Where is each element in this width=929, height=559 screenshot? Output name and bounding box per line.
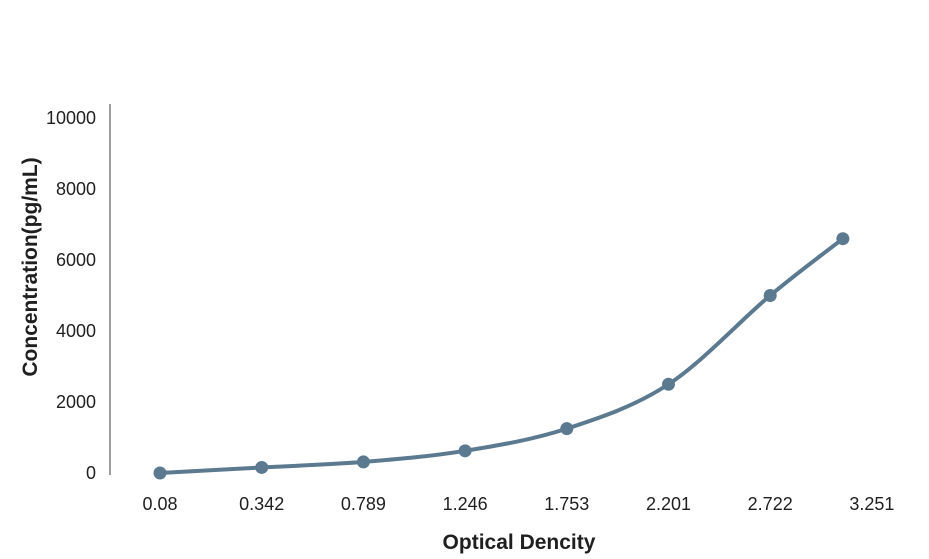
x-tick-label: 0.342 [239,494,284,514]
x-tick-label: 2.722 [748,494,793,514]
y-tick-labels: 0 2000 4000 6000 8000 10000 [46,108,96,483]
y-tick-label: 10000 [46,108,96,128]
data-point [356,455,370,469]
y-tick-label: 0 [86,463,96,483]
series-line [158,236,845,475]
series-layer [153,232,850,480]
x-axis-title: Optical Dencity [443,531,596,554]
x-tick-label: 0.789 [341,494,386,514]
data-point [255,460,269,474]
y-tick-label: 4000 [56,321,96,341]
x-tick-label: 1.753 [544,494,589,514]
data-point [662,377,675,391]
y-tick-label: 6000 [56,250,96,270]
y-tick-label: 2000 [56,392,96,412]
y-tick-label: 8000 [56,179,96,199]
data-point [560,422,574,436]
x-tick-labels: 0.08 0.342 0.789 1.246 1.753 2.201 2.722 3.251 [142,494,894,514]
x-tick-label: 0.08 [142,494,177,514]
x-tick-label: 2.201 [646,494,691,514]
data-point [153,466,167,480]
y-axis-title: Concentration(pg/mL) [19,157,42,376]
data-point [836,232,850,246]
x-tick-label: 3.251 [849,494,894,514]
data-point [763,289,777,302]
x-tick-label: 1.246 [443,494,488,514]
data-point [458,444,472,458]
